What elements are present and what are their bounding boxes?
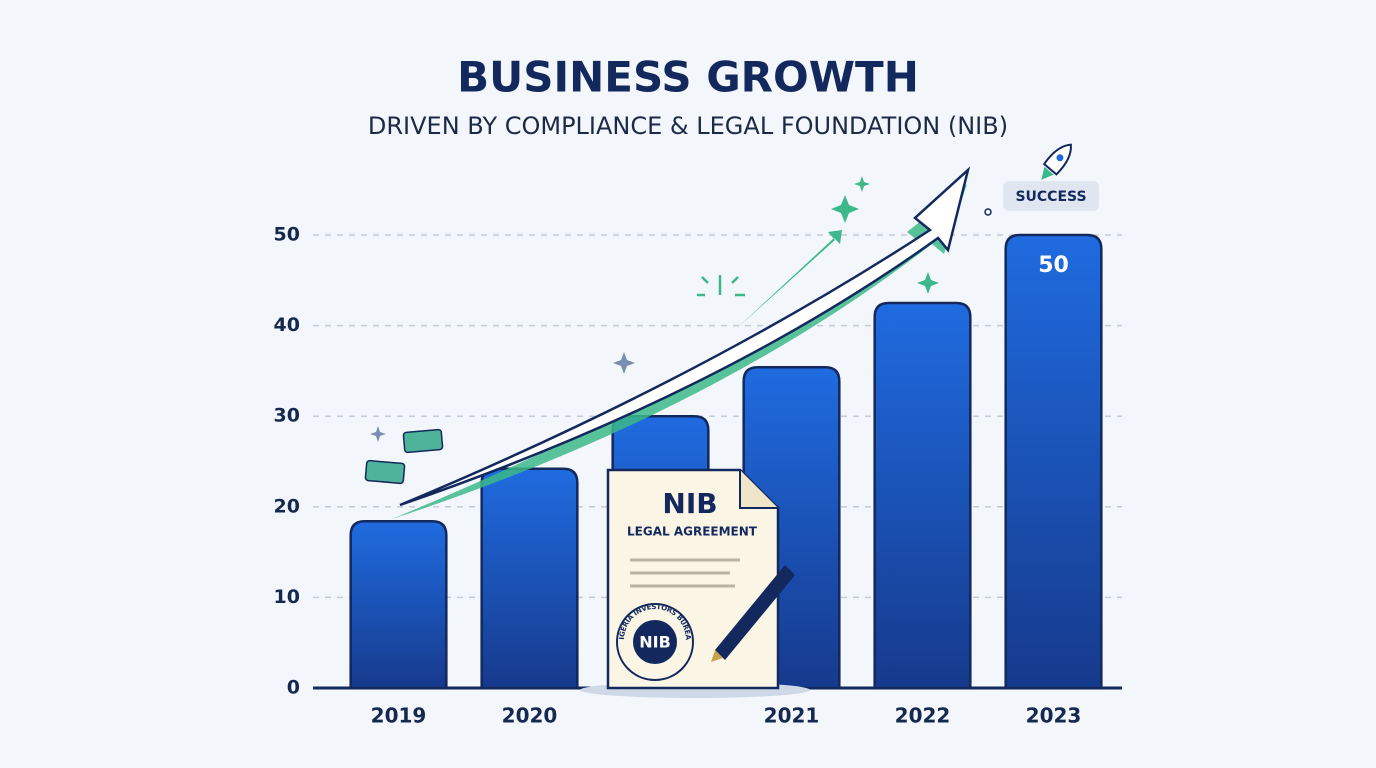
y-tick-label: 0: [287, 677, 300, 699]
y-tick-label: 50: [274, 224, 300, 246]
dot: [984, 208, 992, 216]
y-tick-label: 30: [274, 405, 300, 427]
x-tick-label: 2022: [895, 704, 951, 728]
badge: [1003, 181, 1099, 211]
y-tick-label: 10: [274, 586, 300, 608]
document-title: NIB: [662, 487, 717, 520]
x-tick-label: 2020: [502, 704, 558, 728]
money: [364, 428, 444, 485]
bar: [480, 467, 579, 690]
seal-label: NIB: [639, 633, 671, 652]
burst: [697, 275, 745, 297]
sparkle: [370, 426, 386, 442]
chart-title: BUSINESS GROWTH: [457, 53, 919, 102]
growth-arrow: [399, 166, 971, 507]
x-tick-label: 2021: [764, 704, 820, 728]
bar: [1004, 233, 1103, 690]
sparkle: [613, 352, 635, 374]
chart-subtitle: DRIVEN BY COMPLIANCE & LEGAL FOUNDATION …: [368, 112, 1008, 140]
value-label: 50: [1038, 253, 1069, 278]
bar: [349, 520, 448, 690]
document-subtitle: LEGAL AGREEMENT: [627, 525, 758, 539]
badge-text: SUCCESS: [1015, 189, 1086, 205]
nib-document: [580, 468, 810, 698]
x-tick-label: 2023: [1026, 704, 1082, 728]
y-tick-label: 40: [274, 314, 300, 336]
x-tick-label: 2019: [371, 704, 427, 728]
y-tick-label: 20: [274, 495, 300, 517]
sparkles: [831, 176, 939, 294]
rocket: [1041, 143, 1072, 180]
bar: [873, 301, 972, 690]
